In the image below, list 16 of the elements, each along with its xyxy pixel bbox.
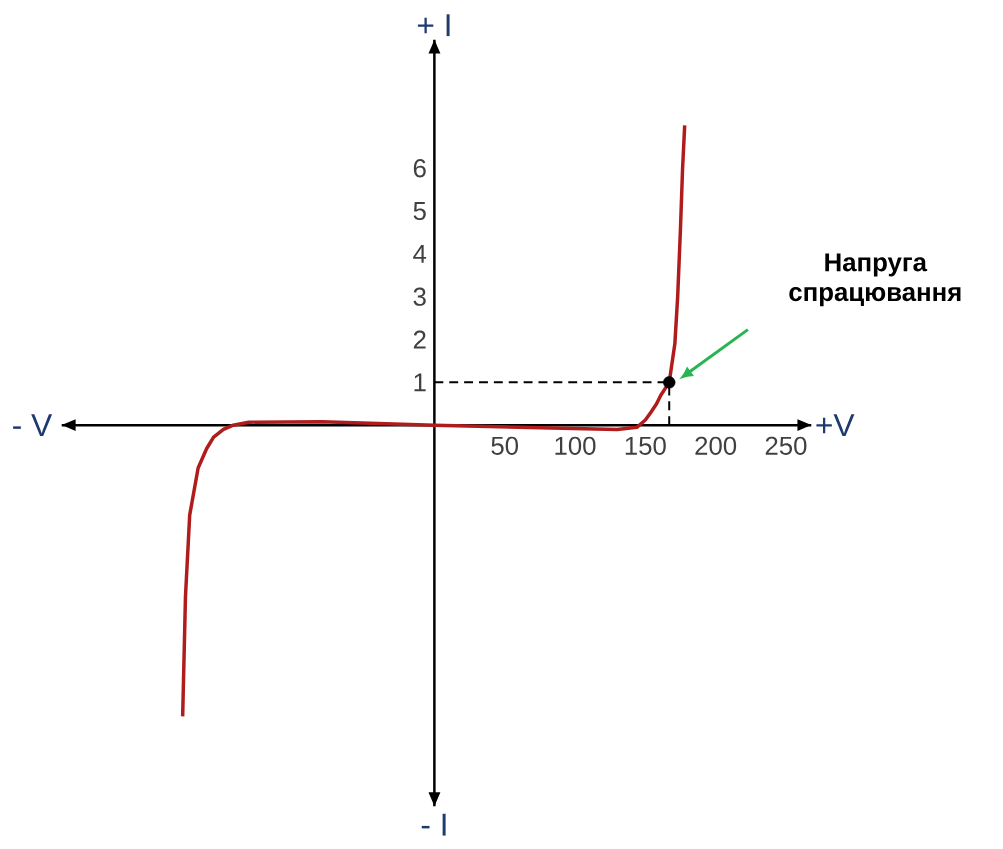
y-axis-title: + I — [417, 14, 450, 37]
y-tick-label: 2 — [413, 330, 426, 349]
x-axis-title: +V — [816, 414, 855, 436]
x-tick-label: 50 — [491, 436, 519, 455]
annotation: Напруга спрацювання — [789, 253, 961, 307]
x-tick-label: 100 — [555, 436, 596, 455]
y-tick-label: 4 — [413, 244, 427, 263]
text: - I — [421, 813, 446, 836]
y-tick-label: 5 — [413, 202, 426, 221]
x-tick-label: 250 — [765, 436, 807, 455]
text: - V — [13, 414, 53, 436]
y-tick-label: 3 — [413, 287, 426, 306]
x-tick-label: 150 — [625, 436, 666, 455]
y-tick-label: 1 — [414, 373, 426, 392]
y-tick-label: 6 — [413, 159, 426, 178]
x-tick-label: 200 — [695, 436, 737, 455]
